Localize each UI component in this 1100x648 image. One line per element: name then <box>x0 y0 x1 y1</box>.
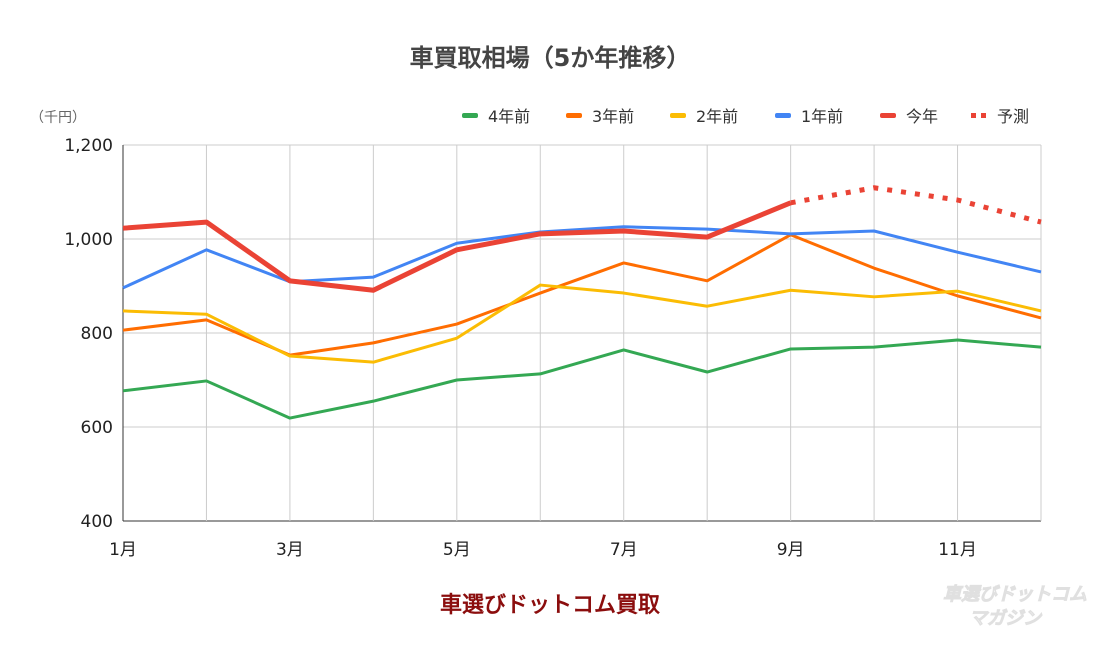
legend-label: 2年前 <box>696 107 738 126</box>
y-unit-label: （千円） <box>30 110 86 126</box>
legend-swatch <box>971 113 976 118</box>
footer-brand: 車選びドットコム買取 <box>440 593 660 618</box>
series-line-予測 <box>790 185 1042 225</box>
legend-label: 4年前 <box>488 107 530 126</box>
legend-swatch <box>775 113 791 118</box>
legend-swatch <box>462 113 478 118</box>
y-axis-ticks: 1,200 1,000 800 600 400 <box>64 136 113 532</box>
series-line-1年前 <box>122 225 1042 290</box>
legend-swatch <box>981 113 986 118</box>
x-tick-label: 9月 <box>777 540 805 560</box>
series-line-2年前 <box>122 283 1042 364</box>
watermark-logo: 車選びドットコム マガジン <box>943 584 1088 630</box>
series-lines <box>122 185 1042 420</box>
x-tick-label: 11月 <box>938 540 977 560</box>
legend-label: 1年前 <box>801 107 843 126</box>
x-axis-ticks: 1月 3月 5月 7月 9月 11月 <box>109 540 977 560</box>
legend-swatch <box>566 113 582 118</box>
y-tick-label: 1,000 <box>64 230 113 250</box>
y-tick-label: 600 <box>81 418 113 438</box>
legend-label: 今年 <box>906 107 938 126</box>
legend-label: 予測 <box>997 107 1029 126</box>
legend-swatch <box>880 113 896 118</box>
chart-title: 車買取相場（5か年推移） <box>410 44 691 72</box>
x-tick-label: 7月 <box>610 540 638 560</box>
x-tick-label: 5月 <box>443 540 471 560</box>
x-tick-label: 3月 <box>276 540 304 560</box>
legend-swatch <box>670 113 686 118</box>
svg-text:マガジン: マガジン <box>969 608 1043 629</box>
y-tick-label: 1,200 <box>64 136 113 156</box>
series-line-4年前 <box>122 338 1042 420</box>
legend: 4年前 3年前 2年前 1年前 今年 予測 <box>462 107 1029 126</box>
series-line-今年 <box>122 200 792 293</box>
svg-text:車選びドットコム: 車選びドットコム <box>943 584 1087 605</box>
y-tick-label: 400 <box>81 512 113 532</box>
y-tick-label: 800 <box>81 324 113 344</box>
gridlines <box>122 144 1042 522</box>
x-tick-label: 1月 <box>109 540 137 560</box>
legend-label: 3年前 <box>592 107 634 126</box>
